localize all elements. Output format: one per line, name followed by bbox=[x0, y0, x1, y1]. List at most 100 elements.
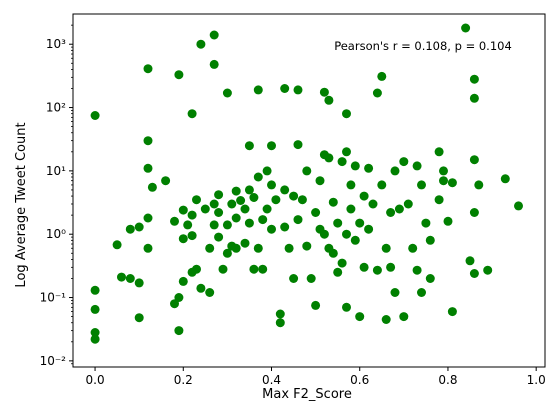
data-point bbox=[241, 239, 250, 248]
data-point bbox=[249, 265, 258, 274]
data-point bbox=[501, 174, 510, 183]
data-point bbox=[373, 89, 382, 98]
data-point bbox=[448, 178, 457, 187]
data-point bbox=[179, 206, 188, 215]
data-point bbox=[324, 153, 333, 162]
data-point bbox=[241, 205, 250, 214]
data-point bbox=[435, 147, 444, 156]
data-point bbox=[444, 217, 453, 226]
data-point bbox=[174, 70, 183, 79]
data-point bbox=[214, 233, 223, 242]
data-point bbox=[232, 187, 241, 196]
data-point bbox=[483, 266, 492, 275]
data-point bbox=[192, 265, 201, 274]
data-point bbox=[324, 96, 333, 105]
data-point bbox=[135, 313, 144, 322]
y-tick-label: 10¹ bbox=[46, 164, 66, 178]
data-point bbox=[144, 64, 153, 73]
data-point bbox=[399, 312, 408, 321]
data-point bbox=[245, 219, 254, 228]
data-point bbox=[210, 60, 219, 69]
data-point bbox=[461, 24, 470, 33]
data-point bbox=[386, 208, 395, 217]
data-point bbox=[386, 263, 395, 272]
data-point bbox=[258, 265, 267, 274]
data-point bbox=[263, 166, 272, 175]
x-tick-label: 1.0 bbox=[527, 373, 546, 387]
data-point bbox=[179, 277, 188, 286]
data-point bbox=[183, 220, 192, 229]
data-point bbox=[174, 293, 183, 302]
data-point bbox=[232, 244, 241, 253]
data-point bbox=[267, 180, 276, 189]
data-point bbox=[346, 180, 355, 189]
data-point bbox=[249, 193, 258, 202]
data-point bbox=[280, 223, 289, 232]
data-point bbox=[201, 205, 210, 214]
data-point bbox=[377, 72, 386, 81]
y-tick-label: 10² bbox=[46, 101, 66, 115]
data-point bbox=[333, 268, 342, 277]
data-point bbox=[342, 147, 351, 156]
data-point bbox=[470, 208, 479, 217]
data-point bbox=[227, 200, 236, 209]
data-point bbox=[439, 166, 448, 175]
x-tick-label: 0.0 bbox=[86, 373, 105, 387]
data-point bbox=[267, 225, 276, 234]
data-point bbox=[135, 278, 144, 287]
data-point bbox=[360, 192, 369, 201]
data-point bbox=[369, 200, 378, 209]
data-point bbox=[399, 157, 408, 166]
data-point bbox=[413, 266, 422, 275]
data-point bbox=[219, 265, 228, 274]
data-point bbox=[91, 335, 100, 344]
data-point bbox=[417, 288, 426, 297]
plot-frame bbox=[73, 14, 545, 367]
data-point bbox=[307, 274, 316, 283]
data-point bbox=[355, 219, 364, 228]
data-point bbox=[426, 274, 435, 283]
x-tick-label: 0.4 bbox=[262, 373, 281, 387]
data-point bbox=[355, 312, 364, 321]
data-point bbox=[413, 161, 422, 170]
data-point bbox=[188, 211, 197, 220]
data-point bbox=[298, 195, 307, 204]
data-point bbox=[267, 141, 276, 150]
data-point bbox=[126, 225, 135, 234]
data-point bbox=[188, 231, 197, 240]
data-point bbox=[258, 215, 267, 224]
data-point bbox=[294, 215, 303, 224]
data-point bbox=[320, 88, 329, 97]
data-point bbox=[144, 214, 153, 223]
data-point bbox=[311, 208, 320, 217]
data-point bbox=[161, 176, 170, 185]
data-point bbox=[210, 31, 219, 40]
data-point bbox=[470, 269, 479, 278]
data-point bbox=[174, 326, 183, 335]
x-axis-label: Max F2_Score bbox=[262, 387, 352, 402]
data-point bbox=[263, 205, 272, 214]
data-point bbox=[117, 273, 126, 282]
data-point bbox=[232, 214, 241, 223]
data-point bbox=[316, 176, 325, 185]
data-point bbox=[439, 176, 448, 185]
data-point bbox=[91, 111, 100, 120]
data-point bbox=[311, 301, 320, 310]
data-point bbox=[236, 196, 245, 205]
data-point bbox=[417, 180, 426, 189]
data-point bbox=[210, 220, 219, 229]
data-point bbox=[254, 244, 263, 253]
data-point bbox=[196, 284, 205, 293]
x-tick-label: 0.6 bbox=[350, 373, 369, 387]
data-point bbox=[466, 256, 475, 265]
y-tick-label: 10³ bbox=[46, 37, 66, 51]
data-point bbox=[254, 85, 263, 94]
data-point bbox=[404, 200, 413, 209]
data-point bbox=[470, 94, 479, 103]
data-point bbox=[346, 205, 355, 214]
data-point bbox=[435, 195, 444, 204]
data-point bbox=[144, 244, 153, 253]
data-point bbox=[276, 318, 285, 327]
data-point bbox=[448, 307, 457, 316]
